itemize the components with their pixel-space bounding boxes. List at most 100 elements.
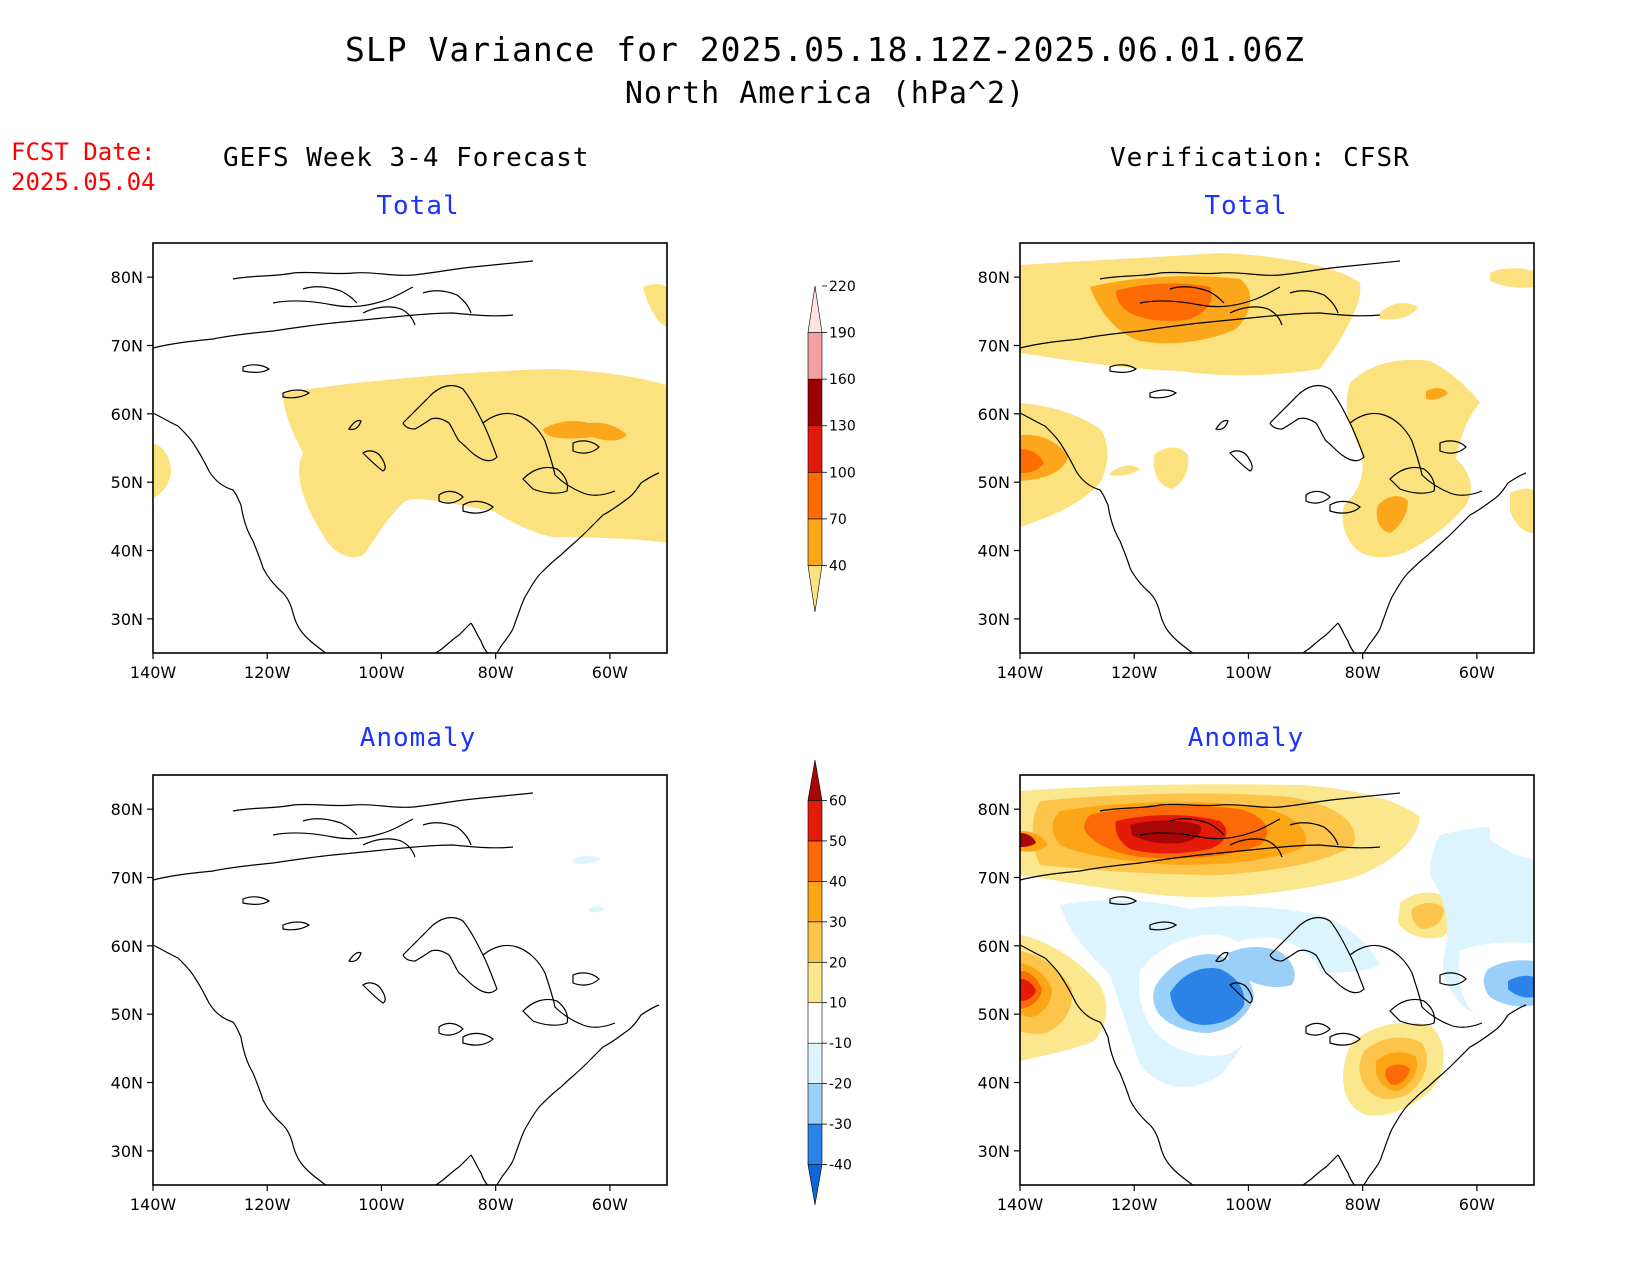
colorbars: 40 70 100 130 160 190 220 -40 -30 -20 -10 10 20 30 40 5… [807, 279, 856, 1206]
colorbar-label: -10 [829, 1036, 852, 1052]
map-frame [1019, 242, 1535, 654]
colorbar-label: 100 [829, 465, 856, 481]
lon-tick-label: 100W [1225, 663, 1272, 682]
colorbar-swatch [807, 471, 823, 520]
lat-tick-label: 50N [111, 473, 143, 492]
colorbar-swatch [807, 840, 823, 882]
contour-fill [1228, 947, 1295, 987]
shaded-contours [1020, 253, 1534, 558]
contour-fill [543, 421, 627, 441]
lat-tick-label: 40N [978, 542, 1010, 561]
contour-fill [1020, 449, 1044, 473]
figure-subtitle: North America (hPa^2) [624, 76, 1026, 111]
contour-fill [573, 856, 601, 864]
colorbar-swatch [807, 565, 823, 613]
lat-tick-label: 30N [111, 1142, 143, 1161]
colorbar-label: -20 [829, 1077, 852, 1093]
verification-anomaly-map: 80N 70N 60N 50N 40N 30N 140W 120W 100W 80W 60W [978, 774, 1535, 1214]
colorbar-label: 220 [829, 279, 856, 295]
colorbar-label: -40 [829, 1158, 852, 1174]
colorbar-label: 10 [829, 996, 847, 1012]
contour-fill [283, 369, 667, 558]
lon-tick-label: 60W [1459, 663, 1495, 682]
contour-fill [1130, 820, 1202, 844]
contour-fill [1490, 823, 1534, 859]
contour-fill [1110, 465, 1140, 476]
lat-tick-label: 70N [111, 869, 143, 888]
colorbar-swatch [807, 1123, 823, 1165]
colorbar-swatch [807, 1002, 823, 1044]
lat-tick-label: 80N [978, 268, 1010, 287]
contour-fill [1380, 303, 1418, 320]
colorbar-swatch [807, 1164, 823, 1206]
colorbar-swatch [807, 332, 823, 380]
lon-tick-label: 120W [1111, 1195, 1158, 1214]
colorbar-swatch [807, 881, 823, 923]
contour-fill [1170, 968, 1245, 1025]
map-frame [152, 242, 668, 654]
lon-tick-label: 120W [244, 663, 291, 682]
lon-tick-label: 80W [1345, 663, 1381, 682]
lat-tick-label: 40N [111, 1074, 143, 1093]
contour-fill [1153, 447, 1189, 489]
lon-tick-label: 60W [592, 1195, 628, 1214]
lon-tick-label: 100W [358, 1195, 405, 1214]
lon-tick-label: 140W [997, 663, 1044, 682]
lat-tick-label: 40N [111, 542, 143, 561]
colorbar-swatch [807, 759, 823, 801]
colorbar-label: 40 [829, 874, 847, 890]
total-colorbar: 40 70 100 130 160 190 220 [807, 279, 856, 613]
colorbar-swatch [807, 378, 823, 427]
contour-fill [1508, 975, 1534, 998]
lat-tick-label: 60N [111, 937, 143, 956]
forecast-total-title: Total [376, 191, 460, 221]
forecast-anomaly-map: 80N 70N 60N 50N 40N 30N 140W 120W 100W 80W 60W [111, 774, 668, 1214]
map-frame [152, 774, 668, 1186]
lat-tick-label: 30N [978, 1142, 1010, 1161]
contour-fill [1376, 496, 1408, 533]
lon-tick-label: 60W [592, 663, 628, 682]
lat-tick-label: 50N [978, 1005, 1010, 1024]
colorbar-swatch [807, 518, 823, 566]
lat-tick-label: 60N [978, 405, 1010, 424]
contour-fill [1020, 299, 1054, 320]
map-panels: 80N 70N 60N 50N 40N 30N 140W 120W 100W 80W 60W 80N 7… [111, 242, 1535, 1214]
contour-fill [1385, 1064, 1410, 1085]
verification-total-map: 80N 70N 60N 50N 40N 30N 140W 120W 100W 80W 60W [978, 242, 1535, 682]
figure-title: SLP Variance for 2025.05.18.12Z-2025.06.… [345, 30, 1305, 69]
lon-tick-label: 100W [358, 663, 405, 682]
fcst-date-label: FCST Date: [11, 138, 156, 166]
colorbar-label: 70 [829, 512, 847, 528]
verification-anomaly-title: Anomaly [1187, 723, 1305, 753]
colorbar-label: 130 [829, 419, 856, 435]
colorbar-label: 160 [829, 372, 856, 388]
colorbar-swatch [807, 1083, 823, 1125]
colorbar-label: -30 [829, 1117, 852, 1133]
lon-tick-label: 140W [130, 663, 177, 682]
anomaly-colorbar: -40 -30 -20 -10 10 20 30 40 50 60 [807, 759, 852, 1206]
colorbar-swatch [807, 800, 823, 842]
contour-fill [1490, 268, 1534, 288]
lat-tick-label: 80N [978, 800, 1010, 819]
lat-tick-label: 50N [111, 1005, 143, 1024]
lat-tick-label: 80N [111, 800, 143, 819]
colorbar-label: 30 [829, 915, 847, 931]
shaded-contours [573, 856, 605, 913]
forecast-total-map: 80N 70N 60N 50N 40N 30N 140W 120W 100W 80W 60W [111, 242, 668, 682]
forecast-anomaly-title: Anomaly [359, 723, 477, 753]
contour-fill [643, 284, 667, 327]
lon-tick-label: 60W [1459, 1195, 1495, 1214]
contour-fill [1411, 903, 1444, 929]
contour-fill [1426, 388, 1448, 400]
lat-tick-label: 80N [111, 268, 143, 287]
lon-tick-label: 80W [1345, 1195, 1381, 1214]
colorbar-label: 20 [829, 955, 847, 971]
colorbar-label: 190 [829, 326, 856, 342]
contour-fill [1020, 833, 1036, 847]
lon-tick-label: 80W [478, 663, 514, 682]
lon-tick-label: 120W [244, 1195, 291, 1214]
contour-fill [1116, 283, 1212, 321]
lat-tick-label: 70N [978, 337, 1010, 356]
map-frame [1019, 774, 1535, 1186]
lat-tick-label: 60N [978, 937, 1010, 956]
